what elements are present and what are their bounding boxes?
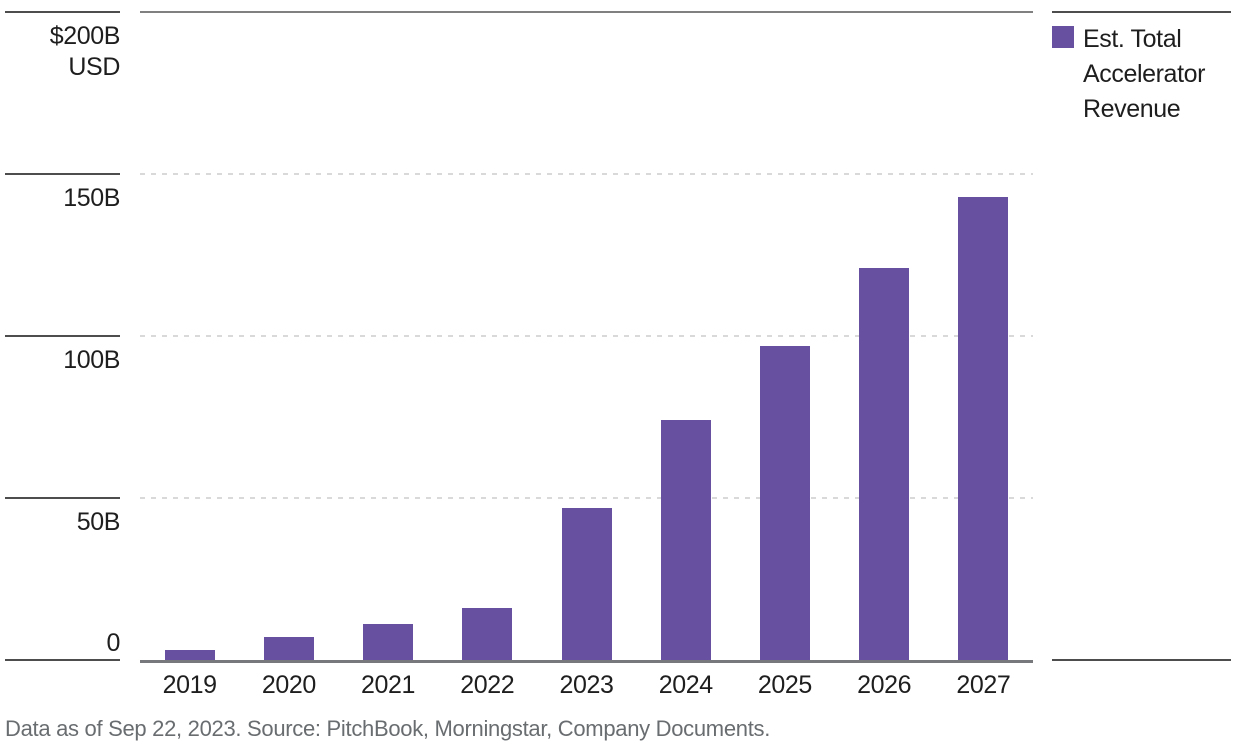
x-tick-label-2025: 2025 [757, 671, 812, 699]
x-tick-label-2022: 2022 [460, 671, 515, 699]
y-tick-text: 150B [63, 184, 120, 212]
x-tick-label-2019: 2019 [162, 671, 217, 699]
source-note: Data as of Sep 22, 2023. Source: PitchBo… [5, 716, 771, 741]
y-axis-unit: USD [68, 53, 120, 81]
x-tick-label-2024: 2024 [658, 671, 713, 699]
legend-swatch [1052, 26, 1074, 48]
y-tick-rule-150 [5, 173, 120, 175]
legend-label: Est. Total Accelerator Revenue [1083, 22, 1205, 127]
bar-2024 [660, 420, 711, 660]
bar-2026 [859, 267, 910, 660]
legend-label-line-2: Accelerator [1083, 60, 1206, 88]
gridline-50 [140, 497, 1033, 499]
x-tick-label-2023: 2023 [559, 671, 614, 699]
bar-2027 [958, 196, 1009, 660]
y-tick-text: 50B [76, 508, 121, 536]
legend-label-line-3: Revenue [1083, 95, 1181, 123]
y-tick-label-150: 150B [0, 183, 120, 214]
gridline-150 [140, 173, 1033, 175]
y-tick-rule-100 [5, 335, 120, 337]
x-tick-label-2020: 2020 [261, 671, 316, 699]
legend-top-rule [1052, 11, 1231, 13]
plot-top-rule [140, 11, 1033, 13]
y-tick-rule-50 [5, 497, 120, 499]
bar-2023 [561, 507, 612, 660]
legend-label-line-1: Est. Total [1083, 25, 1182, 53]
y-tick-text: $200B [49, 22, 121, 50]
y-tick-label-0: 0 [0, 628, 120, 659]
bar-2020 [263, 637, 314, 660]
x-tick-label-2027: 2027 [956, 671, 1011, 699]
y-tick-label-200: $200B USD [0, 21, 121, 83]
bar-2025 [759, 345, 810, 660]
bar-2021 [363, 624, 414, 660]
x-tick-label-2021: 2021 [361, 671, 416, 699]
x-axis-baseline [140, 660, 1033, 663]
legend: Est. Total Accelerator Revenue [1050, 0, 1232, 748]
y-tick-text: 100B [63, 346, 120, 374]
gridline-100 [140, 335, 1033, 337]
x-tick-label-2026: 2026 [857, 671, 912, 699]
legend-bottom-rule [1052, 659, 1231, 661]
bar-2019 [164, 650, 215, 660]
y-tick-label-100: 100B [0, 345, 120, 376]
y-tick-rule-200 [5, 11, 120, 13]
bar-2022 [462, 608, 513, 660]
y-tick-label-50: 50B [0, 507, 121, 538]
y-tick-text: 0 [106, 629, 120, 657]
y-tick-rule-0 [5, 659, 120, 661]
